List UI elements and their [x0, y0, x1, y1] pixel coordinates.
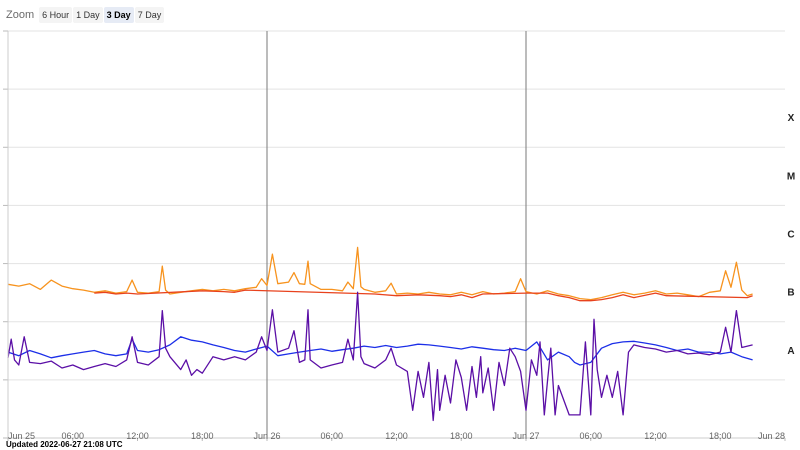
series-line-3: [7, 291, 753, 422]
x-tick-label: Jun 28: [758, 431, 785, 441]
x-tick-label: Jun 27: [512, 431, 539, 441]
zoom-bar: Zoom 6 Hour 1 Day 3 Day 7 Day: [6, 6, 165, 24]
x-tick-label: 12:00: [385, 431, 408, 441]
x-tick-label: 06:00: [579, 431, 602, 441]
x-tick-label: 06:00: [320, 431, 343, 441]
series-lines: [7, 246, 753, 422]
x-tick-label: Jun 26: [253, 431, 280, 441]
zoom-3-day-button[interactable]: 3 Day: [103, 7, 134, 23]
zoom-6-hour-button[interactable]: 6 Hour: [39, 7, 73, 23]
x-tick-label: 18:00: [191, 431, 214, 441]
x-tick-label: Jun 25: [8, 431, 35, 441]
series-line-1: [94, 289, 753, 302]
series-line-2: [7, 336, 753, 366]
series-line-0: [7, 246, 753, 301]
zoom-1-day-button[interactable]: 1 Day: [73, 7, 103, 23]
x-tick-label: 18:00: [450, 431, 473, 441]
x-tick-label: 18:00: [709, 431, 732, 441]
zoom-7-day-button[interactable]: 7 Day: [134, 7, 165, 23]
x-tick-label: 12:00: [126, 431, 149, 441]
flare-class-label: A: [787, 346, 794, 357]
zoom-label: Zoom: [6, 9, 35, 21]
x-tick-label: 12:00: [644, 431, 667, 441]
flare-class-label: X: [788, 113, 795, 124]
flare-class-label: B: [787, 288, 794, 299]
flare-class-label: C: [787, 230, 794, 241]
axes: Jun 25 06:00 12:00 18:00 Jun 26 06:00 12:00 18:…: [3, 30, 786, 441]
class-labels: X M C B A: [787, 113, 795, 357]
updated-timestamp: Updated 2022-06-27 21:08 UTC: [6, 440, 123, 449]
x-tick-label: 06:00: [61, 431, 84, 441]
grid-lines: [8, 30, 785, 439]
flare-class-label: M: [787, 171, 795, 182]
